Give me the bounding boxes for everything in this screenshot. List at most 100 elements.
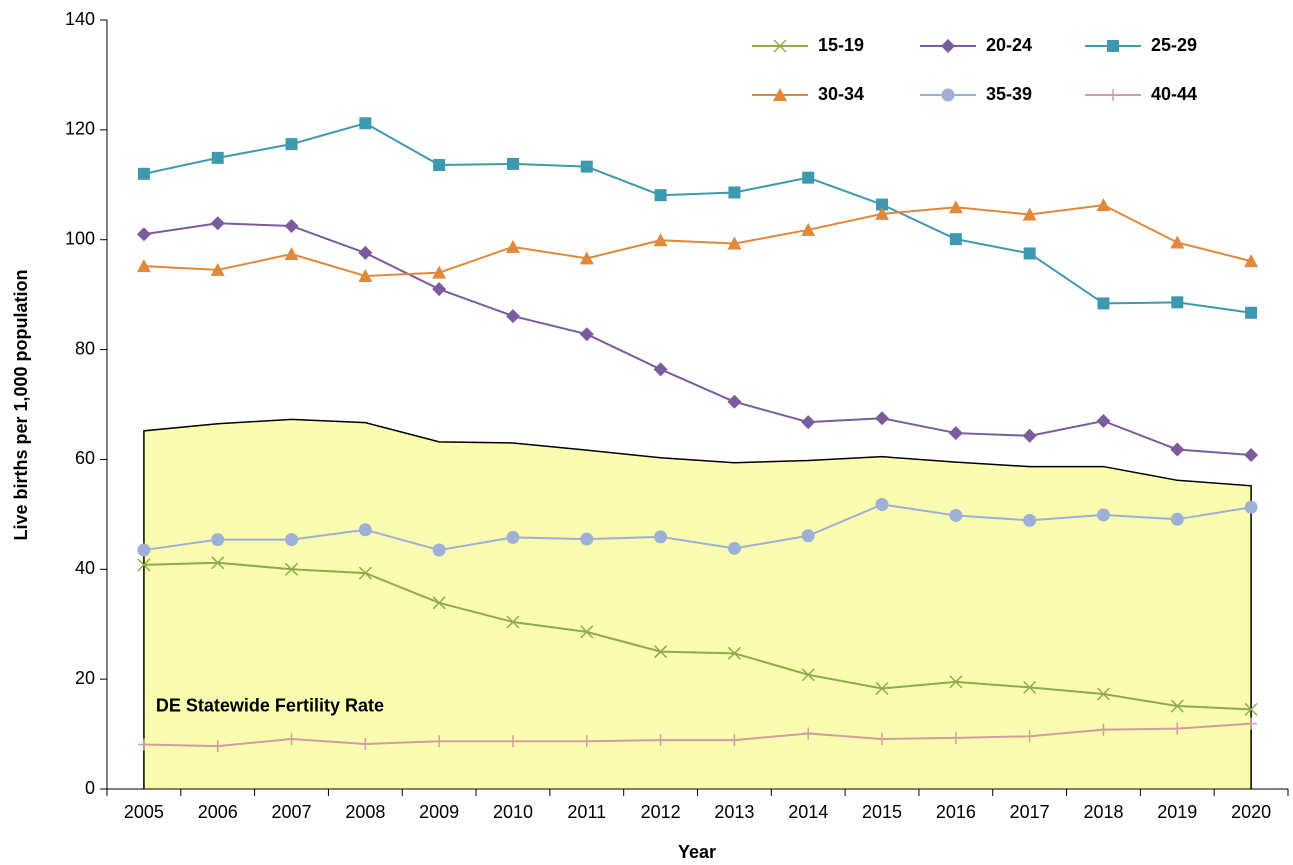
point [728, 186, 741, 199]
area [143, 419, 1252, 789]
point [727, 646, 741, 660]
point [433, 159, 446, 172]
point [949, 233, 962, 246]
point [948, 426, 963, 441]
point [1245, 306, 1258, 319]
legend-marker [1107, 89, 1119, 101]
point [285, 533, 299, 547]
point [285, 733, 298, 746]
series-line [143, 122, 1252, 314]
x-tick-label: 2012 [641, 802, 681, 822]
point [432, 265, 447, 279]
legend-marker [1107, 40, 1119, 52]
legend-label: 30-34 [818, 84, 864, 104]
point [801, 529, 815, 543]
x-tick-label: 2007 [272, 802, 312, 822]
point [285, 138, 298, 151]
point [1244, 500, 1258, 514]
point [1171, 296, 1184, 309]
point [654, 189, 667, 202]
legend-marker [941, 39, 955, 53]
y-tick-label: 80 [75, 338, 95, 358]
point [432, 282, 447, 297]
point [1022, 207, 1037, 221]
x-tick-label: 2010 [493, 802, 533, 822]
point [654, 734, 667, 747]
point [432, 596, 446, 610]
x-tick-label: 2019 [1157, 802, 1197, 822]
x-tick-label: 2008 [345, 802, 385, 822]
point [727, 394, 742, 409]
point [433, 735, 446, 748]
point [359, 737, 372, 750]
legend-label: 40-44 [1151, 84, 1197, 104]
point [1096, 508, 1110, 522]
area-line [143, 418, 1252, 789]
series-line [143, 561, 1252, 711]
point [949, 508, 963, 522]
point [1023, 247, 1036, 260]
point [1245, 717, 1258, 730]
point [1096, 687, 1111, 701]
legend-marker [941, 88, 955, 102]
point [210, 216, 225, 231]
point [506, 157, 519, 170]
point [876, 198, 889, 211]
point [359, 117, 372, 130]
point [802, 727, 815, 740]
x-tick-label: 2011 [567, 802, 606, 822]
point [1170, 699, 1184, 713]
x-tick-label: 2017 [1010, 802, 1050, 822]
point [137, 543, 151, 557]
point [875, 411, 890, 426]
x-tick-label: 2013 [714, 802, 754, 822]
point [137, 167, 150, 180]
point [211, 556, 225, 570]
x-axis-title: Year [678, 842, 716, 862]
legend-label: 25-29 [1151, 35, 1197, 55]
point [579, 327, 594, 342]
point [579, 251, 594, 265]
point [948, 200, 963, 214]
point [1096, 198, 1111, 212]
point [1023, 513, 1037, 527]
point [653, 362, 668, 377]
y-tick-label: 60 [75, 448, 95, 468]
point [284, 218, 299, 233]
y-axis-title: Live births per 1,000 population [11, 269, 31, 540]
series-line [143, 204, 1252, 277]
point [1244, 702, 1258, 716]
point [285, 562, 299, 576]
x-tick-label: 2015 [862, 802, 902, 822]
y-tick-label: 40 [75, 558, 95, 578]
legend-label: 35-39 [986, 84, 1032, 104]
point [949, 731, 962, 744]
point [506, 615, 520, 629]
point [432, 543, 446, 557]
x-tick-label: 2005 [124, 802, 164, 822]
point [1023, 680, 1037, 694]
point [358, 245, 373, 260]
point [506, 530, 520, 544]
point [1097, 723, 1110, 736]
point [358, 268, 373, 282]
point [580, 532, 594, 546]
point [1023, 730, 1036, 743]
legend-label: 20-24 [986, 35, 1032, 55]
x-tick-label: 2014 [788, 802, 828, 822]
point [1170, 442, 1185, 457]
point [1244, 254, 1259, 268]
point [727, 236, 742, 250]
point [1096, 413, 1111, 428]
point [211, 740, 224, 753]
point [358, 523, 372, 537]
point [727, 541, 741, 555]
point [1170, 512, 1184, 526]
point [1171, 722, 1184, 735]
point [210, 262, 225, 276]
y-tick-label: 20 [75, 668, 95, 688]
point [505, 309, 520, 324]
point [211, 151, 224, 164]
point [728, 734, 741, 747]
